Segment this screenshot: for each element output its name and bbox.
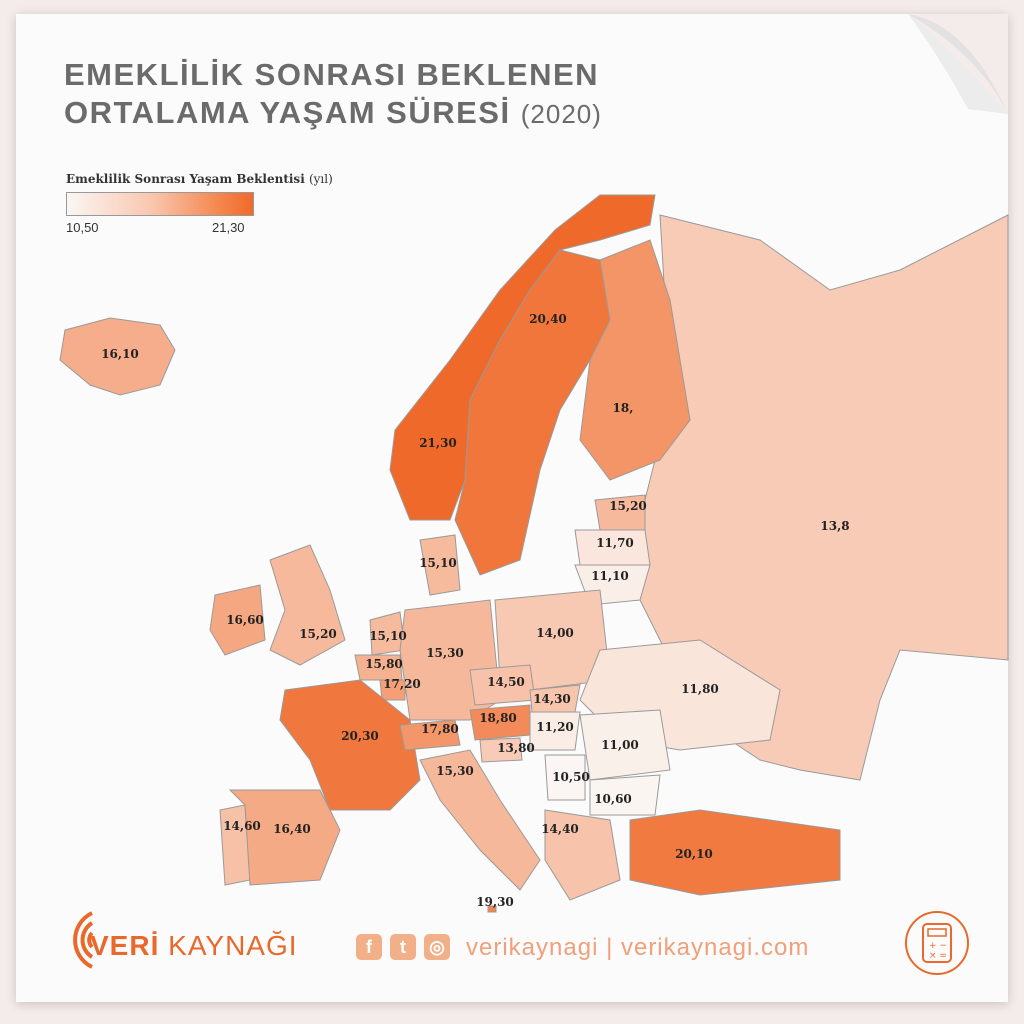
region-greece <box>544 809 621 901</box>
region-malta-value-label: 19,30 <box>476 895 514 909</box>
region-turkey-value-label: 20,10 <box>675 847 713 861</box>
region-romania <box>579 709 671 781</box>
social-icons: f t ◎ <box>356 934 450 960</box>
region-hungary <box>529 711 581 751</box>
region-united-kingdom <box>269 544 346 666</box>
brand-logo: VERİ KAYNAĞI <box>90 930 298 962</box>
region-spain <box>228 789 341 886</box>
map-title: EMEKLİLİK SONRASI BEKLENEN ORTALAMA YAŞA… <box>64 56 602 133</box>
region-turkey <box>629 809 841 896</box>
region-italy <box>419 749 541 891</box>
brand-logo-bold: VERİ <box>90 930 160 961</box>
region-portugal-value-label: 14,60 <box>223 819 261 833</box>
svg-text:× =: × = <box>929 951 947 961</box>
region-austria-value-label: 18,80 <box>479 711 517 725</box>
region-finland-value-label: 18, <box>613 401 634 415</box>
region-ireland-value-label: 16,60 <box>226 613 264 627</box>
region-denmark <box>419 534 461 596</box>
region-spain-value-label: 16,40 <box>273 822 311 836</box>
region-estonia-value-label: 15,20 <box>609 499 647 513</box>
region-norway-value-label: 21,30 <box>419 436 457 450</box>
region-switzerland-value-label: 17,80 <box>421 722 459 736</box>
region-germany-value-label: 15,30 <box>426 646 464 660</box>
region-serbia-value-label: 10,50 <box>552 770 590 784</box>
region-united-kingdom-value-label: 15,20 <box>299 627 337 641</box>
region-iceland <box>59 317 176 396</box>
title-year: (2020) <box>520 99 602 129</box>
region-serbia <box>544 754 586 801</box>
region-bulgaria <box>589 774 661 816</box>
region-romania-value-label: 11,00 <box>601 738 639 752</box>
svg-text:+ −: + − <box>929 941 947 951</box>
region-poland <box>494 589 611 691</box>
legend-color-scale <box>66 192 254 216</box>
title-line-2: ORTALAMA YAŞAM SÜRESİ <box>64 95 511 130</box>
legend-max-value: 21,30 <box>212 220 245 235</box>
region-bulgaria-value-label: 10,60 <box>594 792 632 806</box>
region-ukraine-value-label: 11,80 <box>681 682 719 696</box>
region-luxembourg <box>379 679 406 701</box>
region-france-value-label: 20,30 <box>341 729 379 743</box>
region-lithuania-value-label: 11,10 <box>591 569 629 583</box>
region-czechia-value-label: 14,50 <box>487 675 525 689</box>
region-slovenia-value-label: 13,80 <box>497 741 535 755</box>
region-italy-value-label: 15,30 <box>436 764 474 778</box>
region-poland-value-label: 14,00 <box>536 626 574 640</box>
region-sweden-value-label: 20,40 <box>529 312 567 326</box>
region-switzerland <box>399 719 461 751</box>
region-greece-value-label: 14,40 <box>541 822 579 836</box>
brand-arcs-icon <box>73 911 94 969</box>
twitter-icon[interactable]: t <box>390 934 416 960</box>
calculator-icon: + − × = <box>905 911 969 975</box>
region-russia-value-label: 13,8 <box>820 519 849 533</box>
region-slovenia <box>479 737 523 763</box>
region-france <box>279 679 421 811</box>
legend-unit: (yıl) <box>308 172 333 186</box>
legend-title-text: Emeklilik Sonrası Yaşam Beklentisi <box>66 172 305 186</box>
region-netherlands-value-label: 15,10 <box>369 629 407 643</box>
region-luxembourg-value-label: 17,20 <box>383 677 421 691</box>
region-iceland-value-label: 16,10 <box>101 347 139 361</box>
region-hungary-value-label: 11,20 <box>536 720 574 734</box>
region-denmark-value-label: 15,10 <box>419 556 457 570</box>
region-slovakia-value-label: 14,30 <box>533 692 571 706</box>
region-finland <box>579 239 691 481</box>
title-line-1: EMEKLİLİK SONRASI BEKLENEN <box>64 57 600 92</box>
region-malta <box>487 905 497 913</box>
brand-logo-rest: KAYNAĞI <box>159 930 298 961</box>
region-ireland <box>209 584 266 656</box>
website-text[interactable]: verikaynagi | verikaynagi.com <box>466 934 810 961</box>
page-curl <box>908 14 1008 114</box>
facebook-icon[interactable]: f <box>356 934 382 960</box>
legend-min-value: 10,50 <box>66 220 99 235</box>
region-belgium-value-label: 15,80 <box>365 657 403 671</box>
region-latvia-value-label: 11,70 <box>596 536 634 550</box>
instagram-icon[interactable]: ◎ <box>424 934 450 960</box>
legend-title: Emeklilik Sonrası Yaşam Beklentisi (yıl) <box>66 172 333 186</box>
